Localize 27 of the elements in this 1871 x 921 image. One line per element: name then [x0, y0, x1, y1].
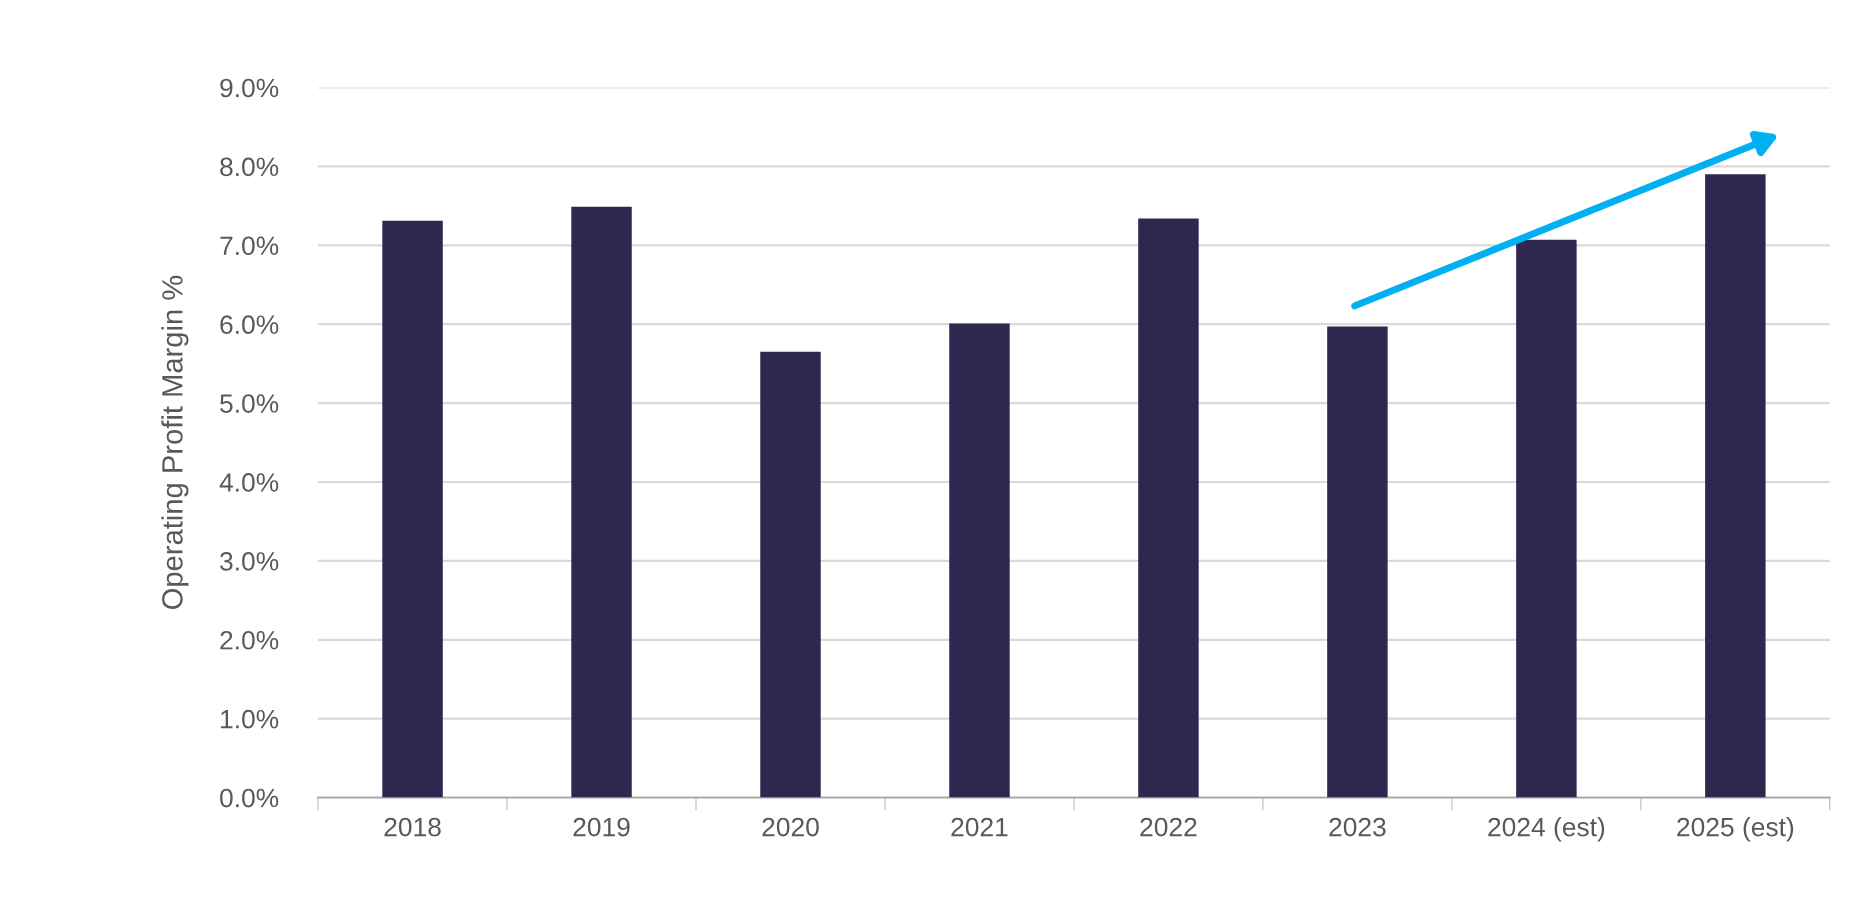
x-tick-label: 2018	[384, 817, 441, 837]
y-tick-label: 0.0%	[220, 788, 279, 808]
x-tick-label: 2019	[573, 817, 630, 837]
x-tick-label: 2021	[951, 817, 1008, 837]
y-tick-label: 5.0%	[220, 394, 279, 413]
x-tick-label: 2025 (est)	[1677, 817, 1794, 842]
y-tick-label: 8.0%	[220, 157, 279, 177]
bar	[949, 323, 1010, 798]
y-tick-label: 2.0%	[220, 630, 279, 650]
x-tick-label: 2022	[1140, 817, 1197, 837]
y-tick-label: 6.0%	[220, 315, 279, 335]
y-tick-label: 9.0%	[220, 78, 279, 98]
x-tick-label: 2020	[762, 817, 819, 837]
y-tick-label: 1.0%	[221, 709, 279, 729]
bar	[1516, 239, 1577, 798]
bar	[1705, 174, 1766, 798]
y-tick-label: 3.0%	[220, 552, 279, 571]
bar	[1327, 326, 1388, 798]
bar	[382, 220, 443, 798]
y-tick-label: 7.0%	[220, 236, 279, 256]
x-tick-label: 2023	[1329, 817, 1386, 837]
y-axis-title: Operating Profit Margin %	[161, 275, 189, 609]
x-tick-label: 2024 (est)	[1488, 817, 1605, 842]
bar	[571, 206, 632, 798]
y-tick-label: 4.0%	[219, 473, 279, 492]
bar	[1138, 218, 1199, 798]
bar	[760, 351, 821, 798]
